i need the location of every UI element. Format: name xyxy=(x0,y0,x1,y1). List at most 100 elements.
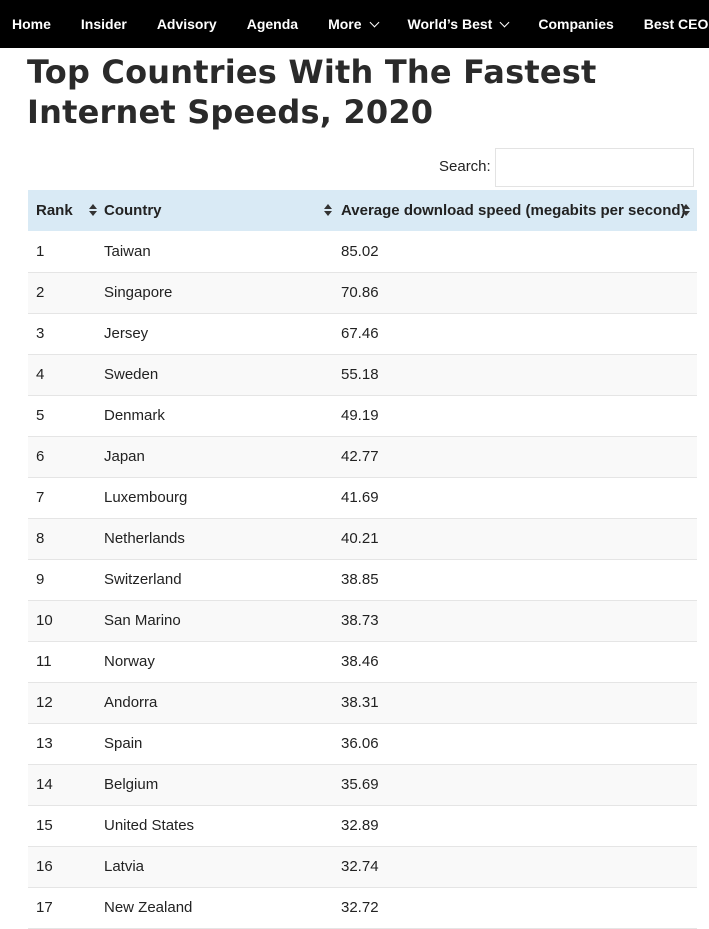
nav-item-insider[interactable]: Insider xyxy=(81,16,127,32)
nav-item-more[interactable]: More xyxy=(328,16,379,32)
speed-cell: 67.46 xyxy=(341,313,697,355)
country-cell: Norway xyxy=(104,641,341,683)
nav-label: Agenda xyxy=(246,16,299,32)
chevron-down-icon xyxy=(369,17,379,27)
table-row: 5 Denmark 49.19 xyxy=(28,395,697,437)
country-cell: Switzerland xyxy=(104,559,341,601)
country-cell: Sweden xyxy=(104,354,341,396)
search-label: Search: xyxy=(439,158,491,175)
speed-cell: 40.21 xyxy=(341,518,697,560)
column-header-country[interactable]: Country xyxy=(104,190,341,231)
table-header-row: Rank Country Average download speed (meg… xyxy=(28,190,697,231)
rank-cell: 4 xyxy=(28,354,104,396)
country-cell: Denmark xyxy=(104,395,341,437)
table-body: 1 Taiwan 85.02 2 Singapore 70.86 3 Jersey 67.46 4… xyxy=(28,231,697,929)
nav-label: More xyxy=(328,16,362,32)
nav-label: World’s Best xyxy=(407,16,493,32)
speed-cell: 38.31 xyxy=(341,682,697,724)
rank-cell: 15 xyxy=(28,805,104,847)
speed-cell: 38.85 xyxy=(341,559,697,601)
rank-cell: 6 xyxy=(28,436,104,478)
speed-cell: 36.06 xyxy=(341,723,697,765)
speed-cell: 85.02 xyxy=(341,231,697,273)
table-row: 3 Jersey 67.46 xyxy=(28,313,697,355)
country-cell: Japan xyxy=(104,436,341,478)
speed-cell: 32.89 xyxy=(341,805,697,847)
table-row: 2 Singapore 70.86 xyxy=(28,272,697,314)
sort-icon xyxy=(324,204,332,216)
speed-cell: 49.19 xyxy=(341,395,697,437)
speed-cell: 35.69 xyxy=(341,764,697,806)
nav-label: Insider xyxy=(80,16,127,32)
speed-cell: 55.18 xyxy=(341,354,697,396)
speed-cell: 41.69 xyxy=(341,477,697,519)
sort-icon xyxy=(682,204,690,216)
table-row: 12 Andorra 38.31 xyxy=(28,682,697,724)
rank-cell: 1 xyxy=(28,231,104,273)
rank-cell: 14 xyxy=(28,764,104,806)
country-cell: Andorra xyxy=(104,682,341,724)
country-cell: Taiwan xyxy=(104,231,341,273)
nav-item-advisory[interactable]: Advisory xyxy=(157,16,217,32)
column-header-rank[interactable]: Rank xyxy=(28,190,104,231)
table-row: 9 Switzerland 38.85 xyxy=(28,559,697,601)
country-cell: Belgium xyxy=(104,764,341,806)
rank-cell: 9 xyxy=(28,559,104,601)
speed-cell: 42.77 xyxy=(341,436,697,478)
top-navbar: Home Insider Advisory Agenda More World’… xyxy=(0,0,709,48)
speed-cell: 32.72 xyxy=(341,887,697,929)
table-row: 15 United States 32.89 xyxy=(28,805,697,847)
rank-cell: 5 xyxy=(28,395,104,437)
table-row: 17 New Zealand 32.72 xyxy=(28,887,697,929)
table-row: 6 Japan 42.77 xyxy=(28,436,697,478)
speed-cell: 70.86 xyxy=(341,272,697,314)
chevron-down-icon xyxy=(499,17,510,27)
country-cell: New Zealand xyxy=(104,887,341,929)
table-row: 16 Latvia 32.74 xyxy=(28,846,697,888)
country-cell: San Marino xyxy=(104,600,341,642)
nav-label: Advisory xyxy=(156,16,217,32)
country-cell: United States xyxy=(104,805,341,847)
rank-cell: 13 xyxy=(28,723,104,765)
country-cell: Luxembourg xyxy=(104,477,341,519)
header-label: Country xyxy=(104,202,162,219)
country-cell: Singapore xyxy=(104,272,341,314)
table-row: 14 Belgium 35.69 xyxy=(28,764,697,806)
header-label: Rank xyxy=(36,202,73,219)
country-cell: Netherlands xyxy=(104,518,341,560)
header-label: Average download speed (megabits per sec… xyxy=(341,202,686,219)
column-header-speed[interactable]: Average download speed (megabits per sec… xyxy=(341,190,697,231)
speed-cell: 38.73 xyxy=(341,600,697,642)
rank-cell: 8 xyxy=(28,518,104,560)
nav-label: Home xyxy=(12,16,51,32)
rank-cell: 7 xyxy=(28,477,104,519)
table-row: 10 San Marino 38.73 xyxy=(28,600,697,642)
nav-label: Best CEOs xyxy=(643,16,709,32)
table-row: 13 Spain 36.06 xyxy=(28,723,697,765)
page-title: Top Countries With The Fastest Internet … xyxy=(27,53,597,131)
speeds-table: Rank Country Average download speed (meg… xyxy=(28,190,697,929)
country-cell: Jersey xyxy=(104,313,341,355)
search-input[interactable] xyxy=(495,148,694,187)
country-cell: Spain xyxy=(104,723,341,765)
table-row: 8 Netherlands 40.21 xyxy=(28,518,697,560)
table-row: 4 Sweden 55.18 xyxy=(28,354,697,396)
table-row: 1 Taiwan 85.02 xyxy=(28,231,697,273)
table-row: 7 Luxembourg 41.69 xyxy=(28,477,697,519)
country-cell: Latvia xyxy=(104,846,341,888)
nav-item-worlds-best[interactable]: World’s Best xyxy=(407,16,510,32)
sort-icon xyxy=(89,204,97,216)
nav-label: Companies xyxy=(538,16,614,32)
rank-cell: 17 xyxy=(28,887,104,929)
nav-item-companies[interactable]: Companies xyxy=(538,16,613,32)
nav-item-home[interactable]: Home xyxy=(12,16,51,32)
speed-cell: 38.46 xyxy=(341,641,697,683)
rank-cell: 3 xyxy=(28,313,104,355)
rank-cell: 2 xyxy=(28,272,104,314)
nav-item-agenda[interactable]: Agenda xyxy=(247,16,298,32)
rank-cell: 16 xyxy=(28,846,104,888)
rank-cell: 12 xyxy=(28,682,104,724)
nav-item-best-ceos[interactable]: Best CEOs xyxy=(644,16,709,32)
table-row: 11 Norway 38.46 xyxy=(28,641,697,683)
rank-cell: 10 xyxy=(28,600,104,642)
